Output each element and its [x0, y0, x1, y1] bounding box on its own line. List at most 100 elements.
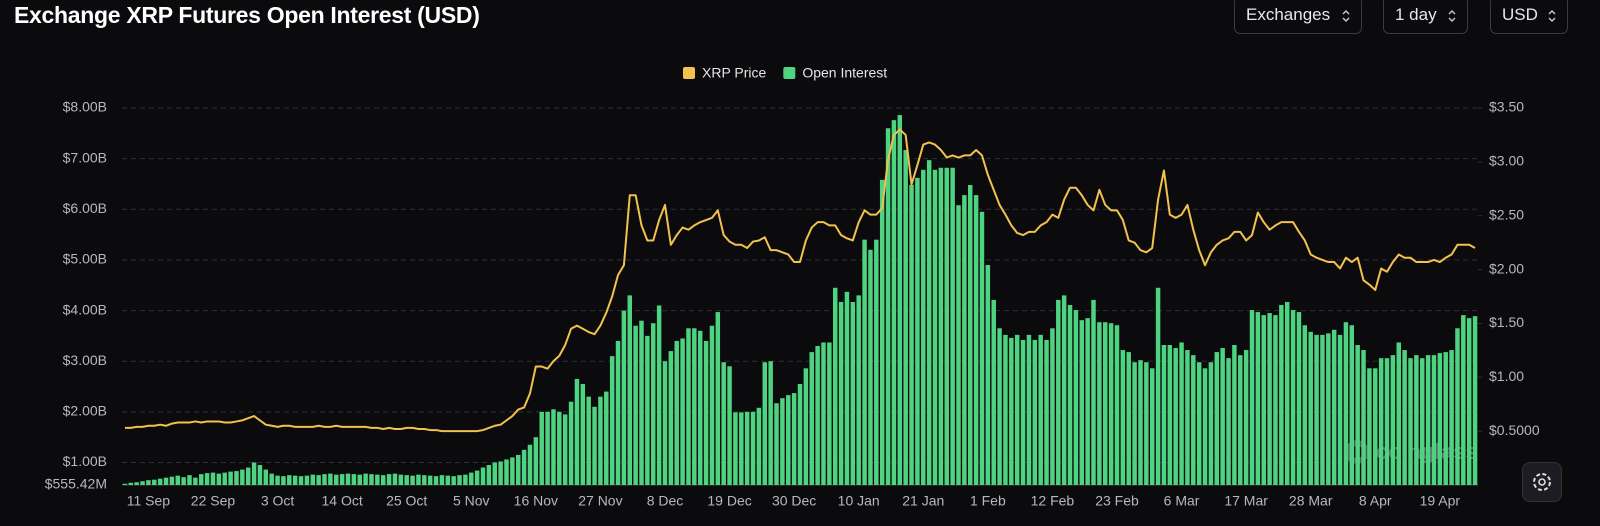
bar: [944, 167, 949, 485]
bar: [1026, 334, 1032, 485]
bar: [1367, 368, 1372, 485]
bar: [1126, 352, 1131, 485]
bar: [486, 465, 492, 485]
y-tick-label: $8.00B: [63, 99, 107, 115]
bar: [469, 472, 474, 485]
bar: [1373, 368, 1378, 485]
bar: [269, 473, 274, 485]
y2-tick-label: $3.50: [1489, 99, 1524, 115]
bar: [345, 473, 351, 485]
bar: [492, 462, 497, 485]
bar: [146, 480, 151, 485]
interval-select[interactable]: 1 day: [1383, 0, 1468, 34]
select-label: 1 day: [1395, 5, 1437, 24]
bar: [1020, 339, 1026, 485]
bar: [1273, 315, 1278, 485]
x-tick-label: 19 Apr: [1420, 493, 1461, 509]
y-tick-label: $1.00B: [63, 453, 107, 469]
bar: [1261, 315, 1266, 485]
bar: [210, 472, 216, 485]
bar: [193, 477, 198, 485]
x-tick-label: 1 Feb: [970, 493, 1006, 509]
bar: [586, 396, 591, 485]
bar: [727, 366, 732, 485]
bar: [281, 476, 286, 485]
bar: [592, 406, 597, 485]
bar: [516, 454, 521, 485]
bar: [580, 383, 586, 485]
bar: [334, 474, 339, 485]
bar: [645, 335, 650, 485]
bar: [199, 474, 204, 485]
bar: [968, 184, 973, 485]
bar: [1067, 304, 1073, 485]
bar: [527, 444, 533, 485]
bar: [1220, 348, 1225, 485]
x-tick-label: 28 Mar: [1289, 493, 1333, 509]
bar: [1437, 353, 1443, 485]
bar: [809, 352, 814, 485]
currency-select[interactable]: USD: [1490, 0, 1568, 34]
select-label: Exchanges: [1246, 5, 1331, 24]
bar: [697, 330, 703, 485]
bar: [1414, 355, 1419, 485]
bar: [604, 391, 609, 485]
bar: [803, 368, 809, 485]
bar: [1249, 310, 1255, 485]
bar: [651, 323, 656, 485]
bar: [791, 393, 797, 485]
bar: [568, 401, 574, 485]
bar: [938, 167, 944, 485]
bar: [750, 411, 756, 485]
bar: [304, 475, 310, 485]
bar: [1472, 316, 1478, 485]
y2-tick-label: $0.5000: [1489, 422, 1540, 438]
bar: [380, 475, 386, 485]
bar: [997, 328, 1002, 485]
bar: [962, 195, 967, 485]
bar: [979, 211, 985, 485]
bar: [181, 477, 186, 485]
chevron: [1548, 10, 1556, 22]
bar: [1455, 328, 1460, 485]
bar: [545, 411, 550, 485]
bar: [234, 471, 239, 485]
bar: [1349, 325, 1355, 485]
exchange-select[interactable]: Exchanges: [1234, 0, 1362, 34]
x-tick-label: 17 Mar: [1224, 493, 1268, 509]
page-title: Exchange XRP Futures Open Interest (USD): [14, 2, 480, 28]
price-line: [124, 128, 1476, 433]
bar: [1103, 322, 1108, 485]
bar: [416, 474, 421, 485]
bar: [1202, 368, 1208, 485]
y-tick-label: $555.42M: [45, 476, 107, 492]
bar: [832, 287, 838, 485]
bar: [386, 474, 392, 485]
bar: [163, 477, 169, 485]
bar: [686, 328, 691, 485]
bar: [140, 481, 145, 485]
bar: [721, 362, 726, 485]
bar: [1420, 358, 1425, 485]
bar: [615, 340, 621, 485]
bar: [862, 239, 867, 485]
bar: [1196, 362, 1202, 485]
bar: [328, 473, 333, 485]
y-tick-label: $3.00B: [63, 352, 107, 368]
settings-button[interactable]: [1522, 462, 1562, 502]
bar: [768, 361, 773, 485]
y-tick-label: $7.00B: [63, 149, 107, 165]
bar: [322, 474, 327, 485]
bar: [703, 340, 709, 485]
bar: [1255, 312, 1261, 485]
x-tick-label: 8 Dec: [647, 493, 684, 509]
y2-tick-label: $1.00: [1489, 368, 1524, 384]
bar: [1050, 328, 1055, 485]
bar: [1355, 344, 1360, 485]
bar: [856, 295, 861, 485]
legend-label: XRP Price: [702, 65, 767, 81]
bar: [298, 476, 304, 485]
bar: [621, 310, 627, 485]
bar: [369, 474, 374, 485]
